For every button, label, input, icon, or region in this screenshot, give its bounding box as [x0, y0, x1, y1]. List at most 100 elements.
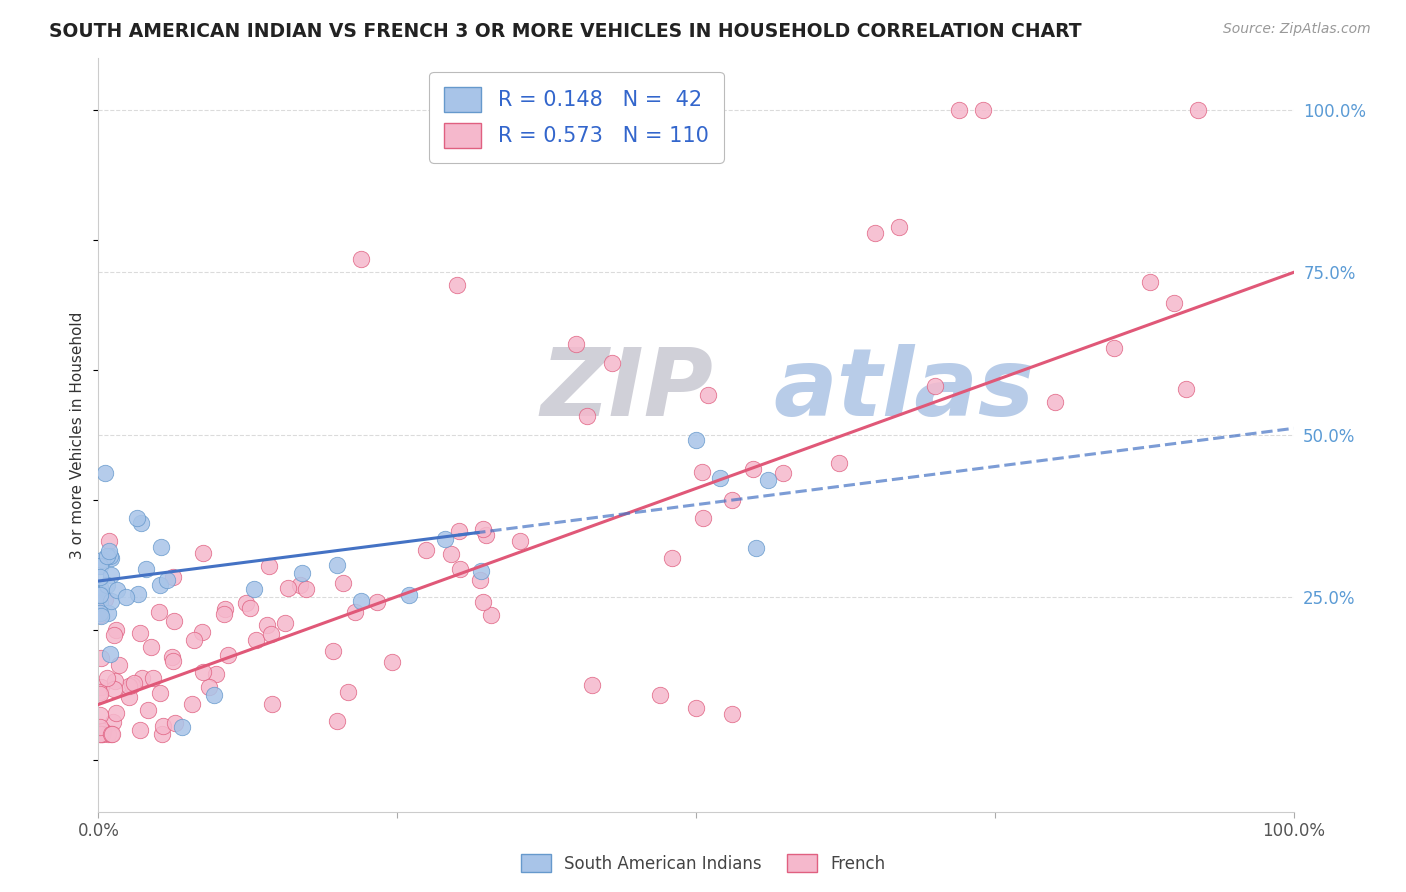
Point [720, 493, 742, 508]
Point [89, 606, 111, 620]
Point [128, 626, 150, 640]
Point [97, 606, 120, 620]
Point [972, 103, 994, 117]
Point [150, 727, 173, 741]
Point [127, 511, 149, 525]
Point [191, 546, 214, 560]
Point [89, 582, 111, 596]
Point [141, 640, 163, 654]
Point [1104, 342, 1126, 356]
Point [89, 558, 111, 573]
Point [721, 707, 744, 722]
Point [91, 724, 114, 739]
Point [565, 337, 588, 351]
Text: SOUTH AMERICAN INDIAN VS FRENCH 3 OR MORE VEHICLES IN HOUSEHOLD CORRELATION CHAR: SOUTH AMERICAN INDIAN VS FRENCH 3 OR MOR… [49, 22, 1081, 41]
Point [828, 457, 851, 471]
Point [148, 605, 170, 619]
Point [205, 667, 228, 681]
Legend: South American Indians, French: South American Indians, French [515, 847, 891, 880]
Point [191, 665, 214, 679]
Point [245, 633, 267, 648]
Point [90, 608, 112, 623]
Point [90, 651, 112, 665]
Point [696, 388, 718, 402]
Point [690, 466, 713, 480]
Point [89, 580, 111, 594]
Point [152, 719, 174, 733]
Point [742, 462, 765, 476]
Point [243, 582, 266, 597]
Point [470, 564, 492, 578]
Point [165, 715, 187, 730]
Y-axis label: 3 or more Vehicles in Household: 3 or more Vehicles in Household [70, 311, 86, 558]
Point [98, 534, 121, 549]
Point [103, 681, 125, 696]
Point [692, 511, 714, 525]
Point [100, 727, 122, 741]
Point [100, 568, 122, 582]
Point [89, 687, 111, 701]
Point [322, 644, 344, 658]
Point [91, 727, 114, 741]
Point [96, 549, 118, 564]
Point [162, 654, 184, 668]
Point [89, 570, 111, 584]
Point [260, 697, 283, 711]
Point [217, 648, 239, 662]
Point [472, 594, 495, 608]
Point [191, 624, 214, 639]
Point [1175, 382, 1198, 396]
Point [156, 574, 179, 588]
Point [366, 595, 388, 609]
Text: Source: ZipAtlas.com: Source: ZipAtlas.com [1223, 22, 1371, 37]
Point [89, 727, 111, 741]
Point [274, 616, 297, 631]
Point [104, 706, 127, 721]
Point [103, 714, 125, 729]
Point [661, 551, 683, 566]
Point [89, 707, 111, 722]
Point [471, 522, 494, 536]
Point [160, 650, 183, 665]
Point [101, 727, 124, 741]
Point [89, 587, 111, 601]
Point [772, 466, 794, 480]
Point [326, 558, 349, 572]
Point [214, 602, 236, 616]
Point [350, 594, 373, 608]
Point [602, 356, 624, 370]
Point [202, 688, 225, 702]
Legend: R = 0.148   N =  42, R = 0.573   N = 110: R = 0.148 N = 42, R = 0.573 N = 110 [429, 72, 724, 162]
Point [100, 594, 122, 608]
Point [89, 685, 111, 699]
Point [93, 592, 115, 607]
Point [96, 578, 118, 592]
Point [239, 600, 262, 615]
Point [103, 628, 125, 642]
Point [183, 632, 205, 647]
Point [581, 678, 603, 692]
Point [326, 714, 349, 728]
Point [332, 575, 354, 590]
Text: atlas: atlas [773, 343, 1035, 435]
Point [924, 378, 946, 392]
Point [685, 700, 707, 714]
Point [172, 720, 194, 734]
Point [277, 581, 299, 595]
Point [129, 516, 152, 530]
Point [449, 524, 471, 538]
Point [135, 562, 157, 576]
Point [449, 562, 471, 576]
Point [479, 607, 502, 622]
Point [440, 547, 463, 561]
Text: ZIP: ZIP [541, 343, 713, 435]
Point [294, 582, 316, 596]
Point [94, 466, 117, 480]
Point [89, 720, 111, 734]
Point [381, 655, 404, 669]
Point [475, 527, 498, 541]
Point [105, 623, 128, 637]
Point [142, 671, 165, 685]
Point [100, 550, 122, 565]
Point [198, 680, 221, 694]
